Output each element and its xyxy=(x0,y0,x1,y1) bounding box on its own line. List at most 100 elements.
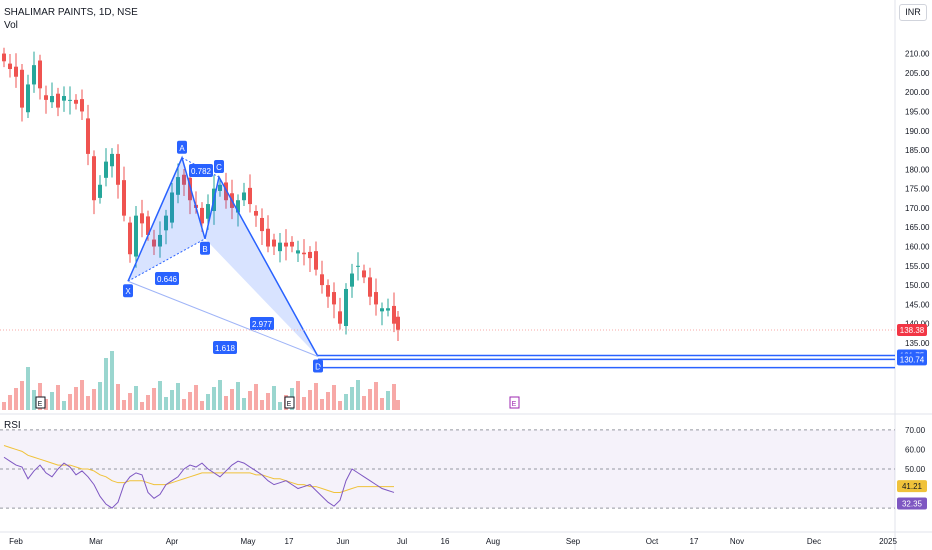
ratio-label: 2.977 xyxy=(252,320,273,329)
time-tick-label: Jul xyxy=(397,537,407,546)
candle-body xyxy=(80,99,84,112)
candles xyxy=(2,47,400,342)
volume-bar xyxy=(32,390,36,410)
xd-line xyxy=(127,280,319,357)
time-tick-label: 17 xyxy=(285,537,294,546)
volume-bar xyxy=(140,402,144,410)
candle-body xyxy=(26,84,30,113)
time-tick-label: May xyxy=(240,537,255,546)
volume-bar xyxy=(242,398,246,410)
volume-bar xyxy=(146,395,150,410)
candle-body xyxy=(350,273,354,287)
time-tick-label: Jun xyxy=(337,537,350,546)
candle-body xyxy=(386,308,390,311)
candle-body xyxy=(248,187,252,205)
volume-bar xyxy=(44,399,48,410)
candle-body xyxy=(332,292,336,305)
candle-body xyxy=(152,239,156,247)
candle-body xyxy=(86,118,90,154)
rsi-legend: RSI xyxy=(4,420,21,431)
price-tick-label: 200.00 xyxy=(905,88,930,97)
candle-body xyxy=(266,228,270,247)
event-marker-label: E xyxy=(38,401,43,408)
ratio-box xyxy=(213,341,237,354)
price-tick-label: 155.00 xyxy=(905,262,930,271)
xb-line xyxy=(127,238,206,282)
rsi-tag xyxy=(897,480,927,493)
volume-bar xyxy=(266,393,270,410)
candle-body xyxy=(158,234,162,247)
candle-body xyxy=(314,251,318,270)
volume-bar xyxy=(396,400,400,410)
pattern-point-label: A xyxy=(179,144,185,153)
volume-bar xyxy=(350,387,354,410)
time-tick-label: Dec xyxy=(807,537,821,546)
volume-bar xyxy=(344,394,348,410)
time-tick-label: 17 xyxy=(690,537,699,546)
volume-bar xyxy=(194,385,198,410)
candle-body xyxy=(164,215,168,231)
price-tag xyxy=(897,323,927,336)
price-tick-label: 165.00 xyxy=(905,223,930,232)
candle-body xyxy=(182,174,186,185)
candle-body xyxy=(374,292,378,305)
candle-body xyxy=(206,204,210,219)
candle-body xyxy=(296,250,300,254)
pattern-point-c xyxy=(214,160,224,174)
volume-bar xyxy=(314,383,318,410)
volume-bar xyxy=(110,351,114,410)
volume-bar xyxy=(176,383,180,410)
time-tick-label: Sep xyxy=(566,537,581,546)
rsi-line xyxy=(3,456,395,509)
volume-bar xyxy=(272,386,276,410)
volume-bar xyxy=(62,401,66,410)
volume-bar xyxy=(14,388,18,410)
candle-body xyxy=(362,270,366,278)
rsi-tick-label: 60.00 xyxy=(905,445,926,454)
volume-bar xyxy=(2,402,6,410)
candle-body xyxy=(396,316,400,330)
volume-bar xyxy=(50,392,54,410)
price-tick-label: 150.00 xyxy=(905,281,930,290)
candle-body xyxy=(56,93,60,108)
price-tag xyxy=(897,353,927,366)
price-tick-label: 145.00 xyxy=(905,300,930,309)
currency-button[interactable]: INR xyxy=(899,4,927,21)
bcd-triangle xyxy=(205,177,318,357)
volume-bar xyxy=(368,389,372,410)
volume-bar xyxy=(8,395,12,410)
candle-body xyxy=(38,60,42,89)
event-marker-label: E xyxy=(512,401,517,408)
price-tick-label: 160.00 xyxy=(905,243,930,252)
volume-bar xyxy=(134,386,138,410)
time-tick-label: Nov xyxy=(730,537,744,546)
volume-bar xyxy=(116,384,120,410)
ratio-box xyxy=(250,317,274,330)
volume-bar xyxy=(152,388,156,410)
ratio-label: 0.646 xyxy=(157,275,178,284)
pattern-point-a xyxy=(177,140,187,154)
candle-body xyxy=(344,288,348,327)
time-tick-label: Aug xyxy=(486,537,500,546)
candle-body xyxy=(326,285,330,297)
candle-body xyxy=(20,69,24,108)
candle-body xyxy=(224,182,228,201)
volume-bar xyxy=(26,367,30,410)
candle-body xyxy=(14,66,18,77)
price-tag-label: 130.74 xyxy=(900,355,925,364)
volume-bar xyxy=(230,389,234,410)
candle-body xyxy=(188,177,192,201)
rsi-tick-label: 50.00 xyxy=(905,465,926,474)
volume-bar xyxy=(164,397,168,410)
pattern-point-label: C xyxy=(216,163,222,172)
symbol-title[interactable]: SHALIMAR PAINTS, 1D, NSE xyxy=(4,7,138,18)
volume-bar xyxy=(212,387,216,410)
candle-body xyxy=(116,153,120,185)
candle-body xyxy=(44,95,48,100)
pattern-point-label: B xyxy=(202,245,207,254)
pattern-point-label: X xyxy=(125,287,131,296)
volume-bar xyxy=(218,380,222,410)
time-tick-label: 16 xyxy=(441,537,450,546)
volume-bar xyxy=(338,401,342,410)
